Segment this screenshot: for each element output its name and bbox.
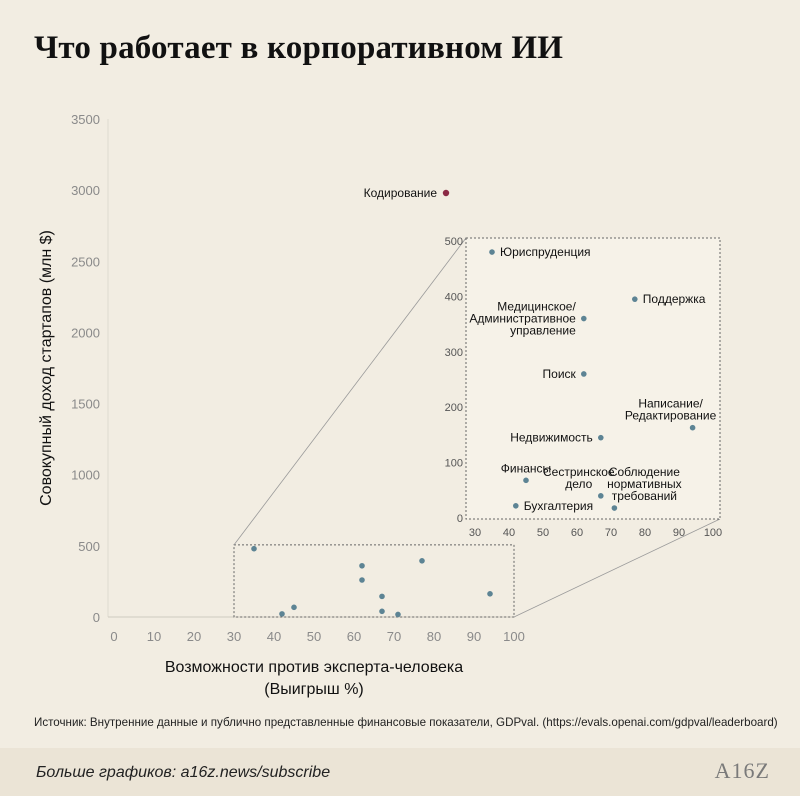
highlight-point-label: Кодирование: [364, 186, 438, 200]
footer: Больше графиков: a16z.news/subscribe A16…: [0, 748, 800, 796]
y-tick-label: 3500: [71, 112, 100, 127]
inset-point-label-line: Финансы: [501, 461, 551, 475]
main-points: Кодирование: [251, 186, 493, 618]
inset-x-tick-label: 100: [704, 527, 722, 539]
inset-point-label: Финансы: [501, 461, 551, 475]
inset-point-label-line: дело: [565, 477, 592, 491]
inset-point-label-line: Соблюдение: [609, 465, 680, 479]
inset-data-point: [523, 477, 529, 484]
inset-y-tick-label: 400: [445, 291, 463, 303]
inset-data-point: [513, 503, 519, 509]
inset-point-label: Сестринское дело: [543, 465, 615, 491]
data-point: [487, 591, 493, 597]
inset-point-label: Поддержка: [643, 292, 706, 306]
inset-x-tick-label: 60: [571, 527, 583, 539]
data-point: [359, 577, 365, 583]
inset-y-tick-label: 0: [457, 513, 463, 525]
inset-data-point: [689, 424, 696, 431]
inset-point-label-line: Бухгалтерия: [524, 499, 593, 513]
inset-data-point: [489, 249, 495, 255]
inset-point-label-line: нормативных: [607, 477, 681, 491]
inset-data-point: [581, 371, 587, 377]
inset-y-tick-label: 300: [445, 347, 463, 359]
inset-point-label: Написание/Редактирование: [625, 397, 717, 423]
inset-data-point: [598, 434, 604, 441]
y-tick-label: 3000: [71, 183, 100, 198]
zoom-connector-line: [233, 237, 467, 546]
x-tick-label: 60: [347, 629, 361, 644]
inset-point-label: Бухгалтерия: [524, 499, 593, 513]
highlight-point: [442, 189, 450, 197]
y-tick-label: 1000: [71, 468, 100, 483]
inset-box: [465, 237, 721, 520]
inset-point-label: Недвижимость: [510, 431, 593, 445]
data-point: [291, 604, 297, 611]
inset-point-label-line: требований: [612, 489, 677, 503]
y-tick-label: 500: [78, 539, 100, 554]
x-axis-label: Возможности против эксперта-человека: [165, 659, 463, 676]
a16z-logo: A16Z: [714, 758, 770, 783]
subscribe-link[interactable]: Больше графиков: a16z.news/subscribe: [36, 764, 331, 781]
y-tick-label: 1500: [71, 397, 100, 412]
inset-point-label-line: Административное: [469, 312, 576, 326]
chart-title: Что работает в корпоративном ИИ: [34, 30, 564, 66]
inset-point-label-line: Поиск: [543, 367, 577, 381]
x-tick-label: 40: [267, 629, 281, 644]
inset-point-label-line: Написание/: [638, 397, 703, 411]
inset-point-label-line: Поддержка: [643, 292, 706, 306]
y-tick-label: 2500: [71, 254, 100, 269]
inset-point-label-line: Юриспруденция: [500, 245, 591, 259]
inset-x-tick-label: 40: [503, 527, 515, 539]
inset-point-label-line: Медицинское/: [497, 300, 576, 314]
x-tick-label: 10: [147, 629, 161, 644]
data-point: [251, 545, 257, 552]
inset-point-label: Поиск: [543, 367, 577, 381]
inset-chart: 0 100 200 300 400 500 30 40 50 60 70 80 90 100 Юриспру…: [445, 236, 723, 539]
zoom-connector-line: [513, 518, 721, 618]
inset-x-tick-label: 80: [639, 527, 651, 539]
inset-x-tick-label: 30: [469, 527, 481, 539]
inset-point-label-line: Недвижимость: [510, 431, 593, 445]
inset-point-label-line: Редактирование: [625, 409, 717, 423]
inset-point-label: Медицинское/Административное управление: [469, 300, 576, 338]
y-tick-label: 0: [93, 610, 100, 625]
x-tick-label: 100: [503, 629, 525, 644]
inset-data-point: [581, 315, 587, 322]
zoom-connectors: [233, 237, 721, 618]
data-point: [379, 593, 385, 600]
y-axis-label: Совокупный доход стартапов (млн $): [38, 230, 55, 506]
y-tick-label: 2000: [71, 325, 100, 340]
x-tick-label: 80: [427, 629, 441, 644]
data-point: [279, 611, 285, 617]
inset-x-tick-label: 50: [537, 527, 549, 539]
zoom-region-box: [233, 544, 515, 618]
x-tick-label: 0: [110, 629, 117, 644]
source-note: Источник: Внутренние данные и публично п…: [34, 716, 778, 729]
inset-y-tick-label: 200: [445, 402, 463, 414]
inset-data-point: [598, 493, 604, 499]
data-point: [395, 611, 401, 618]
data-point: [419, 557, 425, 564]
data-point: [359, 562, 365, 569]
inset-data-point: [632, 296, 638, 302]
x-tick-label: 70: [387, 629, 401, 644]
inset-point-label: Юриспруденция: [500, 245, 591, 259]
x-tick-label: 20: [187, 629, 201, 644]
x-axis-label-line2: (Выигрыш %): [264, 681, 364, 698]
inset-data-point: [611, 505, 618, 511]
x-tick-label: 30: [227, 629, 241, 644]
x-tick-label: 50: [307, 629, 321, 644]
inset-y-tick-label: 100: [445, 458, 463, 470]
inset-point-label: Соблюдение нормативных требований: [607, 465, 681, 503]
inset-x-tick-label: 90: [673, 527, 685, 539]
inset-point-label-line: управление: [510, 324, 576, 338]
data-point: [379, 608, 385, 615]
inset-x-tick-label: 70: [605, 527, 617, 539]
inset-y-tick-label: 500: [445, 236, 463, 248]
inset-point-label-line: Сестринское: [543, 465, 615, 479]
x-tick-label: 90: [467, 629, 481, 644]
